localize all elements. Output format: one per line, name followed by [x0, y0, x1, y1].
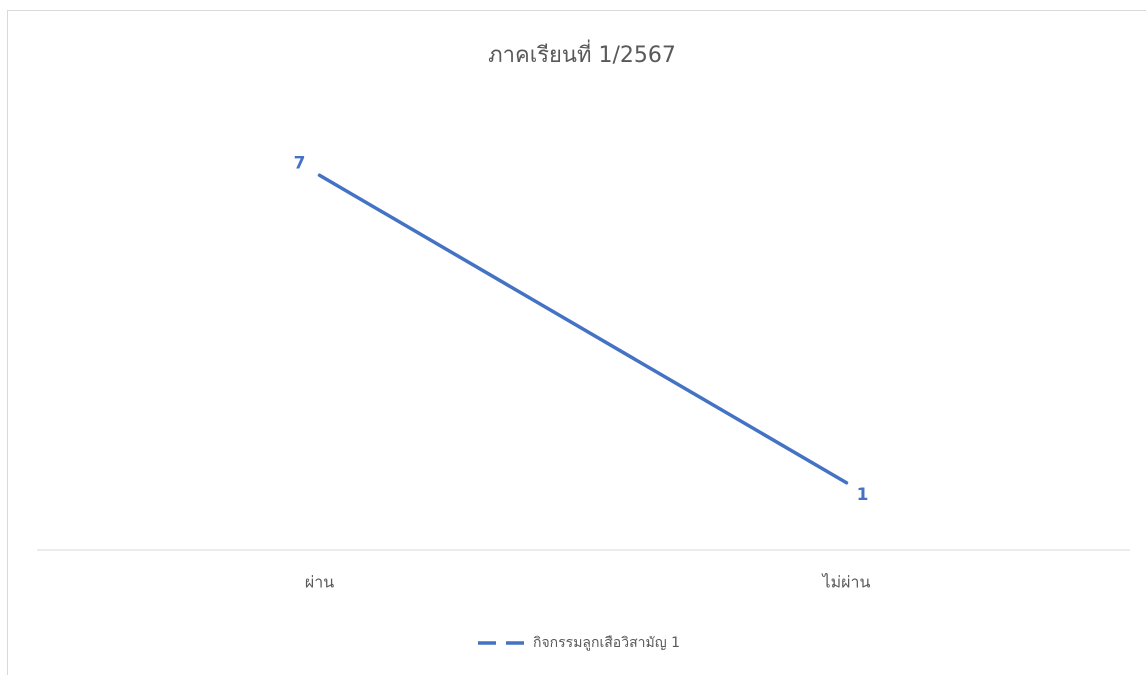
x-tick-label: ไม่ผ่าน	[821, 573, 871, 592]
legend-label: กิจกรรมลูกเสือวิสามัญ 1	[533, 635, 680, 651]
data-label: 7	[294, 153, 306, 173]
chart-border	[7, 10, 1146, 675]
series-line	[317, 173, 849, 485]
data-label: 1	[857, 485, 869, 505]
x-tick-label: ผ่าน	[305, 573, 334, 592]
chart-title: ภาคเรียนที่ 1/2567	[488, 39, 676, 68]
